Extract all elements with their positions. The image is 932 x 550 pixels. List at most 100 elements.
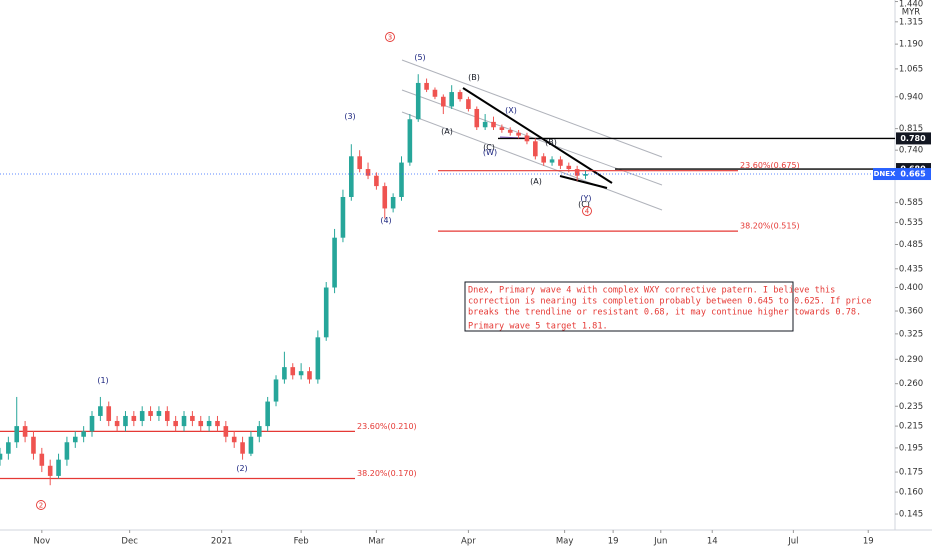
y-tick-label: 0.145 xyxy=(899,510,923,520)
candle-body xyxy=(98,406,103,416)
fib-level-label: 38.20%(0.515) xyxy=(740,222,800,231)
candle-body xyxy=(574,169,580,176)
candle-body xyxy=(248,436,254,454)
candle-body xyxy=(390,196,396,209)
candle-body xyxy=(6,442,11,454)
candle-body xyxy=(558,159,563,166)
y-tick-label: 0.260 xyxy=(899,379,923,389)
x-tick-label: Feb xyxy=(294,537,309,547)
candle-body xyxy=(415,82,421,120)
candle-body xyxy=(374,175,379,187)
candle-body xyxy=(482,121,488,128)
wave-label: 3 xyxy=(388,34,392,42)
candle-body xyxy=(0,453,3,460)
candle-body xyxy=(524,135,530,142)
x-tick-label: 19 xyxy=(608,537,619,547)
candle-body xyxy=(474,108,480,128)
candle-body xyxy=(56,459,61,476)
candle-body xyxy=(256,426,262,437)
wave-label: (4) xyxy=(380,216,391,225)
y-tick-label: 0.215 xyxy=(899,422,923,432)
candle-body xyxy=(106,406,112,421)
wave-label: (X) xyxy=(505,106,517,115)
candle-body xyxy=(432,89,438,97)
x-tick-label: Nov xyxy=(34,537,51,547)
candle-body xyxy=(156,411,162,416)
candle-body xyxy=(81,431,86,437)
y-tick-label: 0.435 xyxy=(899,264,923,274)
y-tick-label: 0.400 xyxy=(899,283,923,293)
candle-body xyxy=(47,465,53,476)
currency-label: MYR xyxy=(902,8,921,18)
y-tick-label: 0.740 xyxy=(899,146,923,156)
x-tick-label: 14 xyxy=(707,537,718,547)
candle-body xyxy=(231,436,237,443)
candle-body xyxy=(215,420,220,427)
y-tick-label: 0.815 xyxy=(899,124,923,134)
price-tag-label: 0.665 xyxy=(900,170,926,179)
candle-body xyxy=(407,119,413,163)
candle-body xyxy=(424,82,429,90)
y-tick-label: 1.440 xyxy=(899,0,923,10)
candle-body xyxy=(64,442,70,460)
candle-body xyxy=(457,92,463,100)
candle-body xyxy=(39,453,45,466)
wave-label: (W) xyxy=(483,148,497,157)
x-tick-label: Dec xyxy=(121,537,138,547)
candle-body xyxy=(357,156,362,170)
y-tick-label: 0.360 xyxy=(899,307,923,317)
channel-line xyxy=(401,59,663,158)
note-line: breaks the trendline or resistant 0.68, … xyxy=(468,308,861,318)
price-tag xyxy=(896,132,931,145)
candle-body xyxy=(223,426,229,437)
candle-body xyxy=(265,401,270,427)
y-tick-label: 0.235 xyxy=(899,402,923,412)
candle-body xyxy=(315,337,321,380)
trendline xyxy=(559,175,608,189)
y-tick-label: 0.160 xyxy=(899,488,923,498)
candle-body xyxy=(123,415,128,427)
candle-body xyxy=(72,436,78,443)
candle-body xyxy=(206,420,212,427)
candle-body xyxy=(181,415,187,427)
y-tick-label: 1.065 xyxy=(899,64,923,74)
candle-body xyxy=(31,436,36,454)
wave-circle xyxy=(582,206,592,216)
candle-body xyxy=(323,287,329,338)
candle-body xyxy=(290,367,296,376)
x-tick-label: Mar xyxy=(368,537,385,547)
y-tick-label: 0.195 xyxy=(899,443,923,453)
y-tick-label: 0.535 xyxy=(899,218,923,228)
wave-label: (Y) xyxy=(580,194,591,203)
wave-label: (3) xyxy=(344,112,355,121)
candle-body xyxy=(282,367,287,380)
price-tag-label: 0.780 xyxy=(900,134,926,143)
fib-level-label: 38.20%(0.170) xyxy=(357,469,417,478)
candle-body xyxy=(583,174,588,176)
candle-body xyxy=(340,196,346,238)
candle-body xyxy=(399,162,404,197)
candle-body xyxy=(22,426,28,437)
x-tick-label: Apr xyxy=(461,537,476,547)
candle-body xyxy=(173,420,178,427)
candle-body xyxy=(148,411,153,416)
wave-label: (C) xyxy=(578,200,590,209)
candle-body xyxy=(549,159,555,163)
candle-body xyxy=(114,420,120,427)
y-tick-label: 0.290 xyxy=(899,355,923,365)
note-box xyxy=(464,281,794,332)
fib-level-label: 23.60%(0.675) xyxy=(740,161,800,170)
candle-body xyxy=(131,415,137,421)
price-tag xyxy=(896,168,931,181)
candle-body xyxy=(491,121,496,128)
wave-label: (A) xyxy=(441,127,453,136)
x-tick-label: 19 xyxy=(863,537,874,547)
wave-label: 2 xyxy=(39,502,43,510)
candle-body xyxy=(164,411,170,421)
x-tick-label: 2021 xyxy=(211,537,233,547)
candle-body xyxy=(190,415,195,421)
wave-label: 4 xyxy=(585,208,590,216)
y-tick-label: 0.485 xyxy=(899,240,923,250)
candle-body xyxy=(89,415,95,432)
